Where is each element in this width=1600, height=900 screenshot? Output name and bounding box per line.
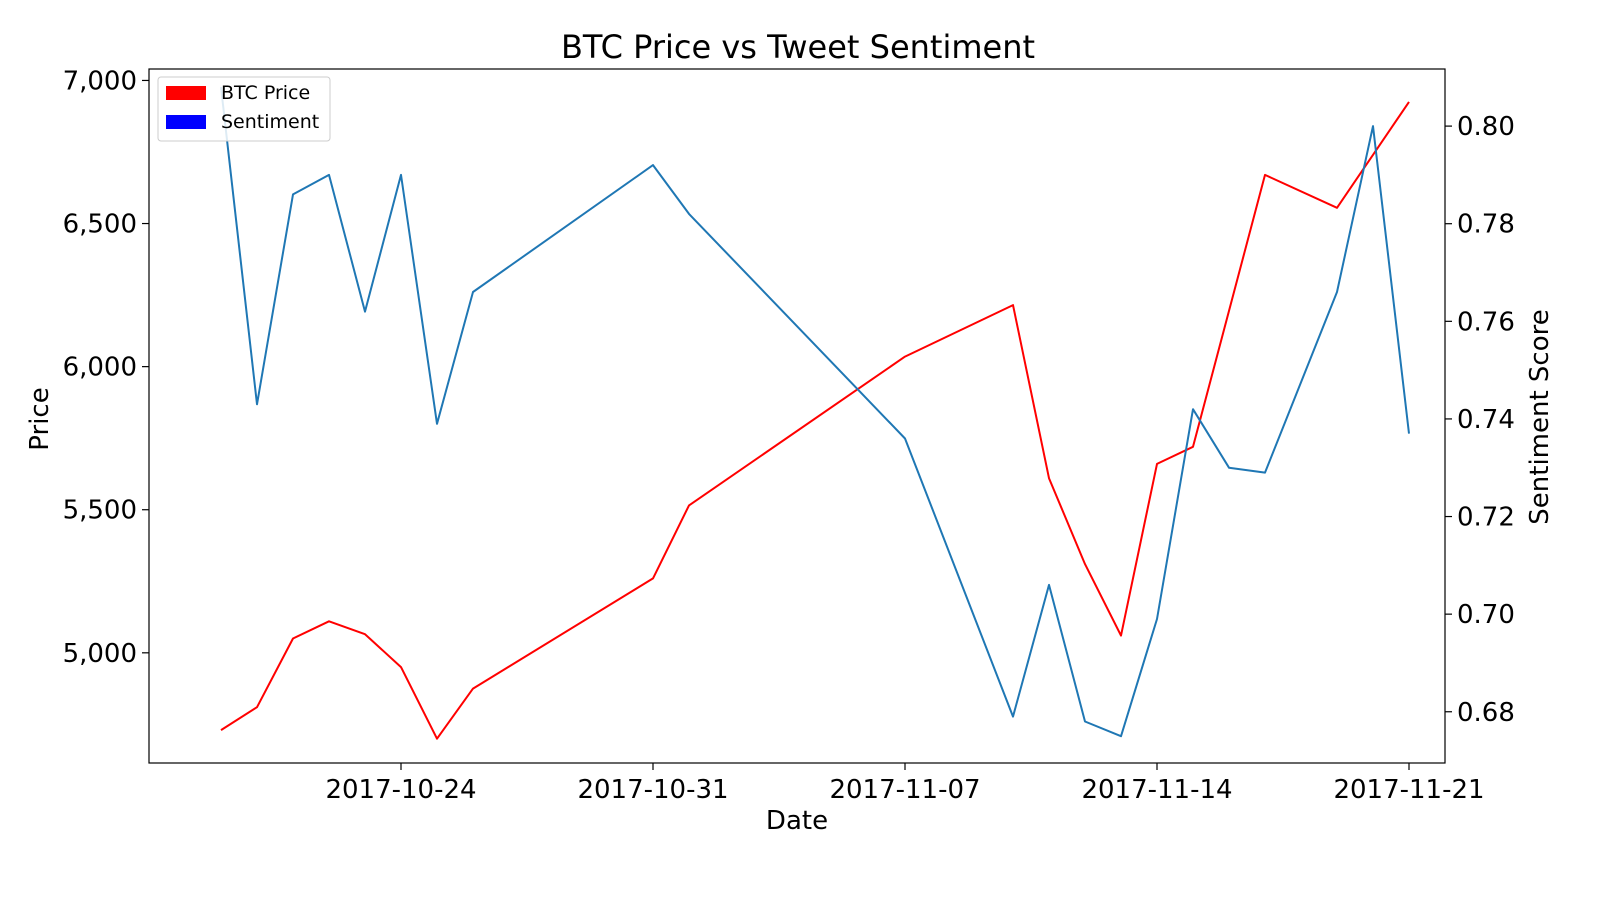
y-tick-label-4: 7,000 [63,66,137,96]
x-axis-label: Date [766,806,828,836]
y-tick-label-3: 6,500 [63,210,137,240]
series-lines [220,86,1410,740]
y2-tick-label-5: 0.78 [1457,210,1515,240]
x-tick-label-0: 2017-10-24 [325,775,476,805]
y2-tick-label-2: 0.72 [1457,503,1515,533]
y-tick-label-0: 5,000 [63,639,137,669]
y2-tick-label-4: 0.76 [1457,307,1515,337]
chart-title: BTC Price vs Tweet Sentiment [561,28,1035,66]
y-tick-label-1: 5,500 [63,496,137,526]
x-tick-label-4: 2017-11-21 [1333,775,1484,805]
y-axis-ticks: 5,000 5,500 6,000 6,500 7,000 [63,66,149,669]
y2-tick-label-0: 0.68 [1457,698,1515,728]
y2-tick-label-6: 0.80 [1457,112,1515,142]
x-axis-ticks: 2017-10-24 2017-10-31 2017-11-07 2017-11-14… [325,763,1485,805]
legend-label-sentiment: Sentiment [221,111,319,133]
y-axis-label: Price [25,387,55,450]
x-tick-label-2: 2017-11-07 [829,775,980,805]
plot-area [148,68,1446,764]
x-tick-label-1: 2017-10-31 [577,775,728,805]
y-tick-label-2: 6,000 [63,353,137,383]
y2-tick-label-1: 0.70 [1457,600,1515,630]
legend: BTC Price Sentiment [157,76,331,142]
y2-axis-label: Sentiment Score [1525,309,1555,524]
y2-tick-label-3: 0.74 [1457,405,1515,435]
legend-swatch-btc-price [166,86,206,100]
x-tick-label-3: 2017-11-14 [1081,775,1232,805]
series-line-sentiment [220,86,1410,738]
legend-swatch-sentiment [166,115,206,129]
legend-label-btc-price: BTC Price [221,82,310,104]
y2-axis-ticks: 0.68 0.70 0.72 0.74 0.76 0.78 0.80 [1445,112,1515,728]
